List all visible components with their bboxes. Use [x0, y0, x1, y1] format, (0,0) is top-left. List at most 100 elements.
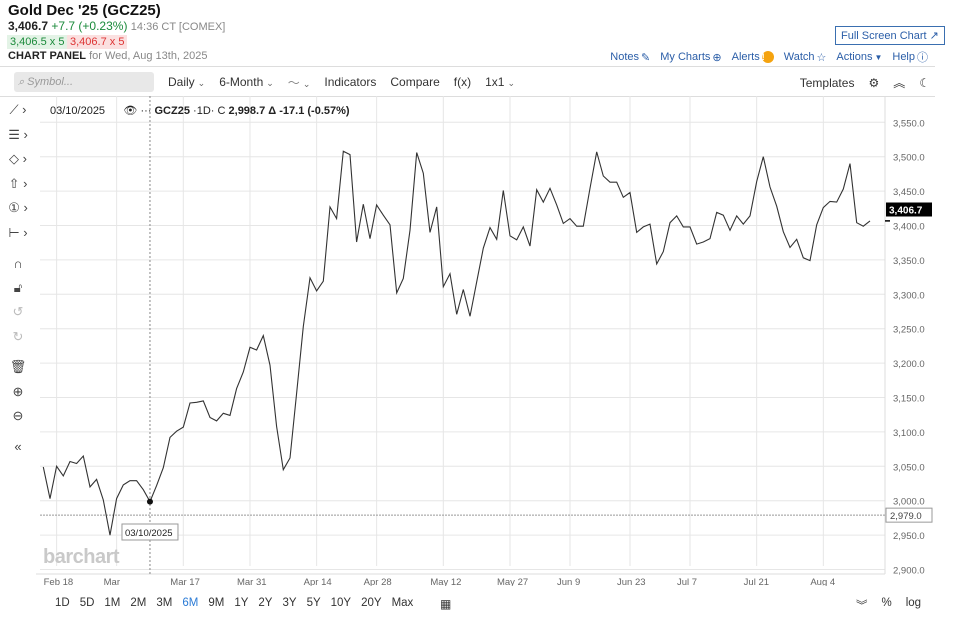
range-10y[interactable]: 10Y [330, 597, 352, 609]
eye-icon[interactable]: 👁︎ [123, 105, 138, 117]
range-3m[interactable]: 3M [156, 597, 173, 609]
range-3y[interactable]: 3Y [282, 597, 297, 609]
measure-tool-icon[interactable]: ⊢ › [8, 224, 28, 240]
legend-close: 2,998.7 [228, 105, 266, 117]
expand-arrow-icon: ↗ [929, 30, 939, 42]
y-tick-label: 3,500.0 [893, 153, 925, 164]
alerts-link[interactable]: Alerts! [732, 51, 774, 63]
indicators-button[interactable]: Indicators [324, 75, 377, 89]
layout-select[interactable]: 1x1 ⌄ [485, 75, 515, 89]
edit-icon: ✎ [641, 51, 651, 64]
notes-link[interactable]: Notes ✎ [610, 51, 650, 64]
shape-tool-icon[interactable]: ◇ › [9, 151, 27, 167]
price-chart[interactable]: 2,900.0 2,950.0 3,000.0 3,050.0 3,100.0 3,150… [36, 96, 936, 586]
collapse-icon[interactable]: « [14, 439, 22, 455]
full-screen-chart-button[interactable]: Full Screen Chart ↗ [835, 26, 945, 45]
y-tick-label: 3,300.0 [893, 290, 925, 301]
range-max[interactable]: Max [391, 597, 414, 609]
watch-link[interactable]: Watch ☆ [784, 51, 827, 64]
line-chart-icon: 〜 [287, 75, 300, 90]
symbol-search-input[interactable]: ⌕ Symbol... [14, 72, 154, 92]
last-price: 3,406.7 [8, 19, 49, 33]
fib-tool-icon[interactable]: ☰ › [8, 126, 28, 142]
trash-icon[interactable]: 🗑︎ [9, 359, 27, 375]
bid-badge: 3,406.5 x 5 [7, 35, 68, 49]
bottom-right-controls: ︾ % log [856, 597, 921, 613]
compare-button[interactable]: Compare [390, 75, 440, 89]
help-label: Help [892, 51, 915, 63]
panel-title: CHART PANEL [8, 50, 87, 62]
interval-label: Daily [168, 75, 195, 89]
x-tick-label: Mar [104, 577, 120, 586]
range-9m[interactable]: 9M [208, 597, 225, 609]
magnet-icon[interactable]: ∩ [13, 255, 23, 271]
legend-close-label: C [217, 105, 226, 117]
my-charts-link[interactable]: My Charts ⊕ [660, 51, 721, 64]
help-link[interactable]: Help ⓘ [892, 49, 928, 65]
y-tick-label: 3,450.0 [893, 187, 925, 198]
zoom-out-icon[interactable]: ⊖ [12, 408, 24, 424]
percent-toggle[interactable]: % [881, 597, 892, 609]
reference-label: 2,979.0 [890, 511, 922, 522]
zoom-in-icon[interactable]: ⊕ [12, 383, 24, 399]
collapse-up-icon[interactable]: ︽ [893, 76, 906, 90]
dark-mode-moon-icon[interactable]: ☾ [919, 75, 930, 90]
x-tick-label: Jul 21 [744, 577, 769, 586]
arrow-tool-icon[interactable]: ⇧ › [8, 175, 28, 191]
crosshair-date: 03/10/2025 [125, 528, 173, 539]
last-price-box [886, 202, 932, 217]
x-tick-label: Apr 14 [304, 577, 332, 586]
range-2y[interactable]: 2Y [258, 597, 273, 609]
x-tick-label: Jun 9 [557, 577, 580, 586]
y-tick-label: 3,250.0 [893, 325, 925, 336]
templates-button[interactable]: Templates [799, 75, 855, 90]
range-5d[interactable]: 5D [79, 597, 95, 609]
x-tick-label: Jun 23 [617, 577, 646, 586]
fx-button[interactable]: f(x) [453, 75, 472, 89]
interval-select[interactable]: Daily ⌄ [168, 75, 205, 89]
range-6m[interactable]: 6M [182, 597, 199, 609]
chart-legend: 03/10/2025 👁︎ ··· GCZ25 ·1D· C 2,998.7 Δ… [50, 105, 350, 117]
crosshair-date-box [121, 523, 179, 541]
settings-gear-icon[interactable]: ⚙ [868, 75, 880, 90]
my-charts-label: My Charts [660, 51, 711, 63]
expand-down-icon[interactable]: ︾ [856, 600, 868, 612]
period-label: 6-Month [219, 75, 264, 89]
toolbar-right: Templates ⚙ ︽ ☾ [800, 74, 930, 91]
divider [0, 96, 935, 97]
calendar-icon[interactable]: ▦ [440, 597, 452, 611]
help-icon: ⓘ [917, 52, 928, 64]
chevron-down-icon: ⌄ [302, 78, 311, 89]
annotation-tool-icon[interactable]: ① › [8, 200, 28, 216]
range-1m[interactable]: 1M [104, 597, 121, 609]
range-1d[interactable]: 1D [55, 597, 70, 609]
range-1y[interactable]: 1Y [234, 597, 249, 609]
period-select[interactable]: 6-Month ⌄ [219, 75, 274, 89]
last-price-label: 3,406.7 [889, 206, 923, 217]
reference-label-box [885, 507, 933, 523]
more-icon[interactable]: ··· [140, 105, 152, 117]
range-2m[interactable]: 2M [130, 597, 147, 609]
drawing-toolbar: ⟋ › ☰ › ◇ › ⇧ › ① › ⊢ › ∩ 🔓︎ ↺ ↻ 🗑︎ ⊕ ⊖ … [0, 98, 36, 459]
actions-menu[interactable]: Actions ▼ [836, 51, 882, 63]
chart-type-select[interactable]: 〜 ⌄ [288, 74, 311, 91]
y-tick-label: 3,550.0 [893, 118, 925, 129]
line-tool-icon[interactable]: ⟋ › [9, 102, 27, 118]
redo-icon[interactable]: ↻ [12, 328, 24, 344]
y-tick-label: 2,950.0 [893, 531, 925, 542]
range-20y[interactable]: 20Y [361, 597, 382, 609]
range-buttons: 1D 5D 1M 2M 3M 6M 9M 1Y 2Y 3Y 5Y 10Y 20Y Max [55, 597, 413, 609]
full-screen-label: Full Screen Chart [841, 30, 927, 42]
x-tick-label: Aug 4 [810, 577, 835, 586]
layout-label: 1x1 [485, 75, 505, 89]
y-tick-label: 3,350.0 [893, 256, 925, 267]
log-toggle[interactable]: log [905, 597, 922, 609]
legend-date: 03/10/2025 [50, 105, 106, 117]
undo-icon[interactable]: ↺ [12, 304, 24, 320]
x-tick-label: May 27 [497, 577, 528, 586]
chart-toolbar: ⌕ Symbol... Daily ⌄ 6-Month ⌄ 〜 ⌄ Indicators… [0, 70, 935, 94]
lock-icon[interactable]: 🔓︎ [13, 279, 23, 295]
barchart-logo: barchart [43, 546, 120, 568]
range-5y[interactable]: 5Y [306, 597, 321, 609]
y-tick-label: 3,100.0 [893, 428, 925, 439]
